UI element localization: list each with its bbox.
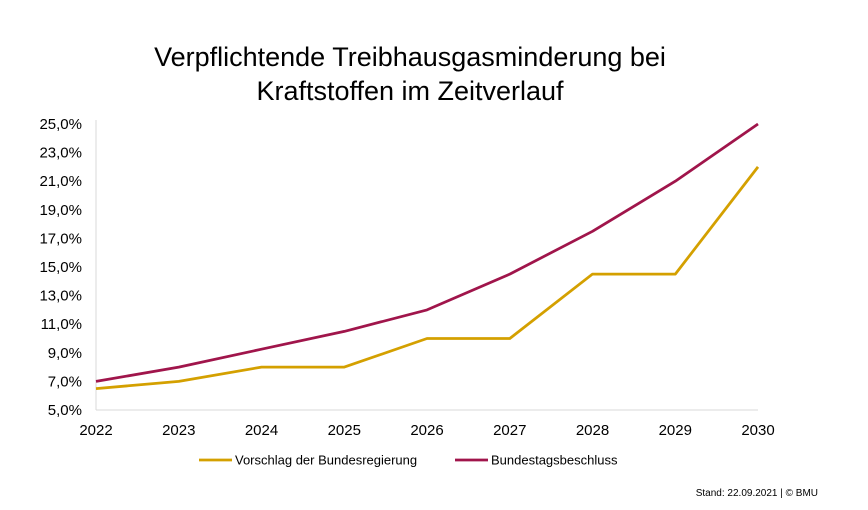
legend-label-2: Bundestagsbeschluss: [491, 453, 618, 468]
y-tick-label: 15,0%: [39, 259, 82, 276]
x-tick-label: 2026: [410, 422, 443, 439]
y-tick-label: 25,0%: [39, 116, 82, 133]
x-tick-label: 2024: [245, 422, 278, 439]
y-tick-label: 21,0%: [39, 173, 82, 190]
x-tick-label: 2027: [493, 422, 526, 439]
x-tick-label: 2023: [162, 422, 195, 439]
y-axis-ticks: 5,0% 7,0% 9,0% 11,0% 13,0% 15,0% 17,0% 19,0% 21,…: [39, 116, 82, 419]
chart-title: Verpflichtende Treibhausgasminderung bei…: [0, 40, 820, 108]
y-tick-label: 7,0%: [48, 373, 82, 390]
y-tick-label: 17,0%: [39, 230, 82, 247]
y-tick-label: 5,0%: [48, 402, 82, 419]
y-tick-label: 9,0%: [48, 345, 82, 362]
x-tick-label: 2025: [328, 422, 361, 439]
series-line-1: [95, 166, 760, 390]
x-tick-label: 2028: [576, 422, 609, 439]
y-tick-label: 13,0%: [39, 288, 82, 305]
footer-source: Stand: 22.09.2021 | © BMU: [695, 488, 818, 499]
legend: Vorschlag der Bundesregierung Bundestagsb…: [199, 453, 618, 468]
x-tick-label: 2030: [741, 422, 774, 439]
y-tick-label: 23,0%: [39, 145, 82, 162]
x-axis-ticks: 2022 2023 2024 2025 2026 2027 2028 2029 2030: [79, 422, 774, 439]
chart-title-line1: Verpflichtende Treibhausgasminderung bei: [154, 42, 666, 72]
x-tick-label: 2029: [659, 422, 692, 439]
series-lines: [95, 122, 760, 390]
y-tick-label: 19,0%: [39, 202, 82, 219]
chart-title-line2: Kraftstoffen im Zeitverlauf: [256, 76, 564, 106]
y-tick-label: 11,0%: [41, 316, 82, 333]
x-tick-label: 2022: [79, 422, 112, 439]
legend-label-1: Vorschlag der Bundesregierung: [235, 453, 417, 468]
series-line-2: [95, 122, 759, 383]
chart-axes: [95, 120, 758, 411]
